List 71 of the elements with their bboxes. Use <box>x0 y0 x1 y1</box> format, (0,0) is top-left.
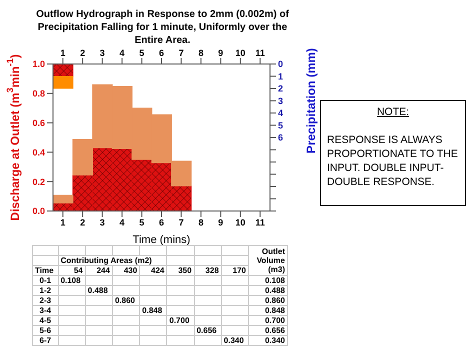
category-label: 9 <box>218 217 224 228</box>
text: 328 <box>194 266 222 276</box>
text: 0.340 <box>221 336 248 346</box>
y-tick-label: 0.0 <box>32 206 45 216</box>
x-tick-label: 1 <box>60 48 66 58</box>
x-tick-label: 10 <box>235 48 246 58</box>
text: 350 <box>166 266 194 276</box>
text: 5-6 <box>32 326 58 336</box>
y2-tick-label: 2 <box>278 84 284 94</box>
text: 1-2 <box>32 286 58 296</box>
text: 4-5 <box>32 316 58 326</box>
category-label: 6 <box>158 217 164 228</box>
text: 430 <box>112 266 140 276</box>
y-tick-label: 0.2 <box>32 176 45 187</box>
text: Contributing Areas (m2) <box>58 256 167 266</box>
x-tick-label: 5 <box>139 48 144 58</box>
text: 0.860 <box>112 296 140 306</box>
text: 424 <box>140 266 167 276</box>
x-tick-label: 8 <box>198 48 204 58</box>
category-label: 5 <box>139 217 144 228</box>
text: 244 <box>85 266 112 276</box>
text: 170 <box>221 266 248 276</box>
text: 0.108 <box>264 276 285 285</box>
y-tick-label: 0.6 <box>32 118 45 128</box>
text: 0.488 <box>264 286 285 295</box>
x-tick-label: 6 <box>158 48 164 58</box>
chart-title: Outflow Hydrograph in Response to 2mm (0.002m) of Precipitation Falling for 1 minute, Uniformly over the Entire Area. <box>35 8 290 47</box>
y-tick-label: 1.0 <box>32 59 45 70</box>
y2-tick-label: 3 <box>278 96 284 106</box>
category-label: 3 <box>100 217 105 228</box>
text: 3-4 <box>32 306 58 316</box>
bar <box>52 194 74 204</box>
y-tick-label: 0.4 <box>32 147 45 158</box>
x-tick-label: 2 <box>80 48 86 58</box>
text: 0.488 <box>85 286 112 296</box>
text: 6-7 <box>32 336 58 346</box>
category-label: 8 <box>198 217 204 228</box>
note-box: NOTE: RESPONSE IS ALWAYS PROPORTIONATE TO THE INPUT. DOUBLE INPUT- DOUBLE RESPONSE. <box>320 100 466 206</box>
text: 2-3 <box>32 296 58 306</box>
text: 0.340 <box>264 336 285 345</box>
text: 54 <box>58 266 86 276</box>
category-label: 4 <box>120 217 125 228</box>
x-tick-label: 9 <box>218 48 224 58</box>
text: 0.700 <box>264 316 285 325</box>
text: 0.848 <box>264 306 285 315</box>
category-label: 11 <box>255 217 265 228</box>
y2-axis-title: Precipitation (mm) <box>304 48 318 154</box>
category-label: 1 <box>60 217 66 228</box>
text: 0-1 <box>32 276 58 286</box>
text: Outlet Volume (m3) <box>248 246 288 276</box>
text: 0.656 <box>264 326 285 335</box>
text: 0.656 <box>194 326 222 336</box>
y2-tick-label: 0 <box>278 59 284 70</box>
text: 0.848 <box>140 306 167 316</box>
category-label: 2 <box>80 217 86 228</box>
category-label: 10 <box>235 217 246 228</box>
x-tick-label: 3 <box>100 48 105 58</box>
x-tick-label: 7 <box>178 48 184 58</box>
text: 0.108 <box>58 276 86 286</box>
y2-tick-label: 1 <box>278 71 284 82</box>
text: Time <box>32 266 58 276</box>
y-tick-label: 0.8 <box>32 88 45 99</box>
text: 0.860 <box>264 296 285 305</box>
x-tick-label: 11 <box>255 48 265 58</box>
category-label: 7 <box>178 217 184 228</box>
x-tick-label: 4 <box>120 48 125 58</box>
y2-tick-label: 6 <box>278 132 284 143</box>
y2-tick-label: 4 <box>278 108 284 118</box>
text: 0.700 <box>166 316 194 326</box>
y2-tick-label: 5 <box>278 120 284 130</box>
x-axis-title: Time (mins) <box>132 234 190 246</box>
